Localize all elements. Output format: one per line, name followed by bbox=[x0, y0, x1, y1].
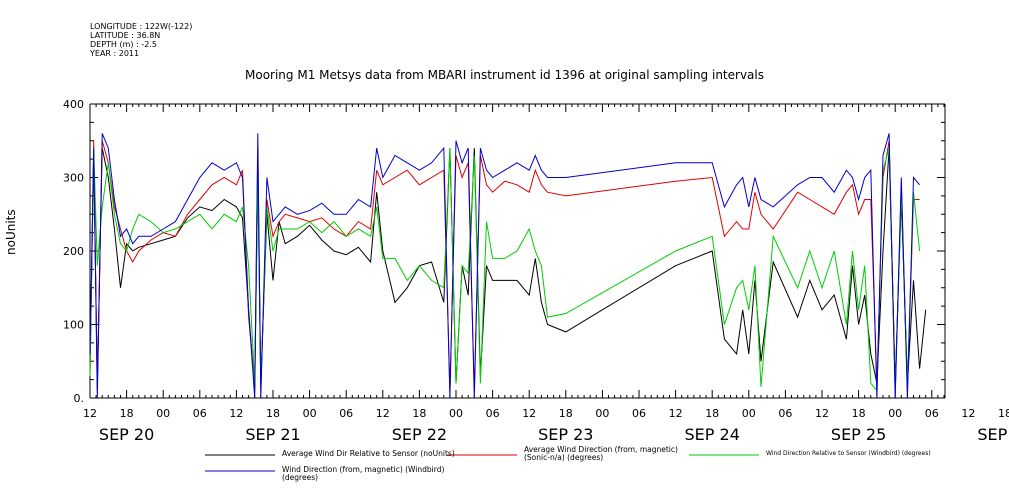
y-tick-label: 0. bbox=[74, 392, 85, 405]
day-label: SEP 23 bbox=[538, 425, 593, 444]
x-tick-label: 06 bbox=[486, 407, 500, 420]
day-label: SEP 24 bbox=[685, 425, 740, 444]
x-tick-label: 12 bbox=[815, 407, 829, 420]
day-label: SEP 26 bbox=[977, 425, 1009, 444]
x-tick-label: 00 bbox=[156, 407, 170, 420]
y-tick-label: 400 bbox=[63, 98, 84, 111]
x-tick-label: 18 bbox=[266, 407, 280, 420]
x-tick-label: 18 bbox=[412, 407, 426, 420]
legend-label-series-3: Wind Direction (from, magnetic) (Windbir… bbox=[282, 465, 445, 482]
y-tick-label: 200 bbox=[63, 245, 84, 258]
series-line-0 bbox=[89, 147, 927, 391]
x-tick-label: 06 bbox=[339, 407, 353, 420]
day-label: SEP 22 bbox=[392, 425, 447, 444]
legend-label-series-2: Wind Direction Relative to Sensor (Windb… bbox=[766, 450, 931, 457]
x-tick-label: 18 bbox=[120, 407, 134, 420]
x-tick-label: 12 bbox=[376, 407, 390, 420]
x-tick-label: 18 bbox=[559, 407, 573, 420]
x-tick-label: 18 bbox=[705, 407, 719, 420]
x-tick-label: 12 bbox=[83, 407, 97, 420]
series-line-2 bbox=[89, 147, 921, 392]
x-tick-label: 00 bbox=[742, 407, 756, 420]
y-tick-label: 300 bbox=[63, 172, 84, 185]
legend-label-series-1: Average Wind Direction (from, magnetic) … bbox=[524, 445, 678, 462]
x-tick-label: 06 bbox=[925, 407, 939, 420]
x-tick-label: 18 bbox=[998, 407, 1009, 420]
x-tick-label: 06 bbox=[632, 407, 646, 420]
legend-label-series-0: Average Wind Dir Relative to Sensor (noU… bbox=[282, 449, 455, 458]
x-tick-label: 12 bbox=[961, 407, 975, 420]
x-tick-label: 00 bbox=[303, 407, 317, 420]
depth-label: DEPTH (m) : -2.5 bbox=[90, 40, 157, 49]
series-line-1 bbox=[89, 140, 920, 391]
x-tick-label: 18 bbox=[852, 407, 866, 420]
x-tick-label: 12 bbox=[229, 407, 243, 420]
x-tick-label: 06 bbox=[778, 407, 792, 420]
x-tick-label: 06 bbox=[193, 407, 207, 420]
x-tick-label: 12 bbox=[522, 407, 536, 420]
y-tick-label: 100 bbox=[63, 319, 84, 332]
x-tick-label: 00 bbox=[449, 407, 463, 420]
latitude-label: LATITUDE : 36.8N bbox=[90, 31, 161, 40]
chart-title: Mooring M1 Metsys data from MBARI instru… bbox=[245, 68, 764, 82]
x-tick-label: 00 bbox=[595, 407, 609, 420]
day-label: SEP 21 bbox=[245, 425, 300, 444]
x-tick-label: 00 bbox=[888, 407, 902, 420]
day-label: SEP 20 bbox=[99, 425, 154, 444]
x-tick-label: 12 bbox=[669, 407, 683, 420]
series-line-3 bbox=[89, 133, 920, 399]
year-label: YEAR : 2011 bbox=[90, 49, 140, 58]
longitude-label: LONGITUDE : 122W(-122) bbox=[90, 22, 193, 31]
day-label: SEP 25 bbox=[831, 425, 886, 444]
